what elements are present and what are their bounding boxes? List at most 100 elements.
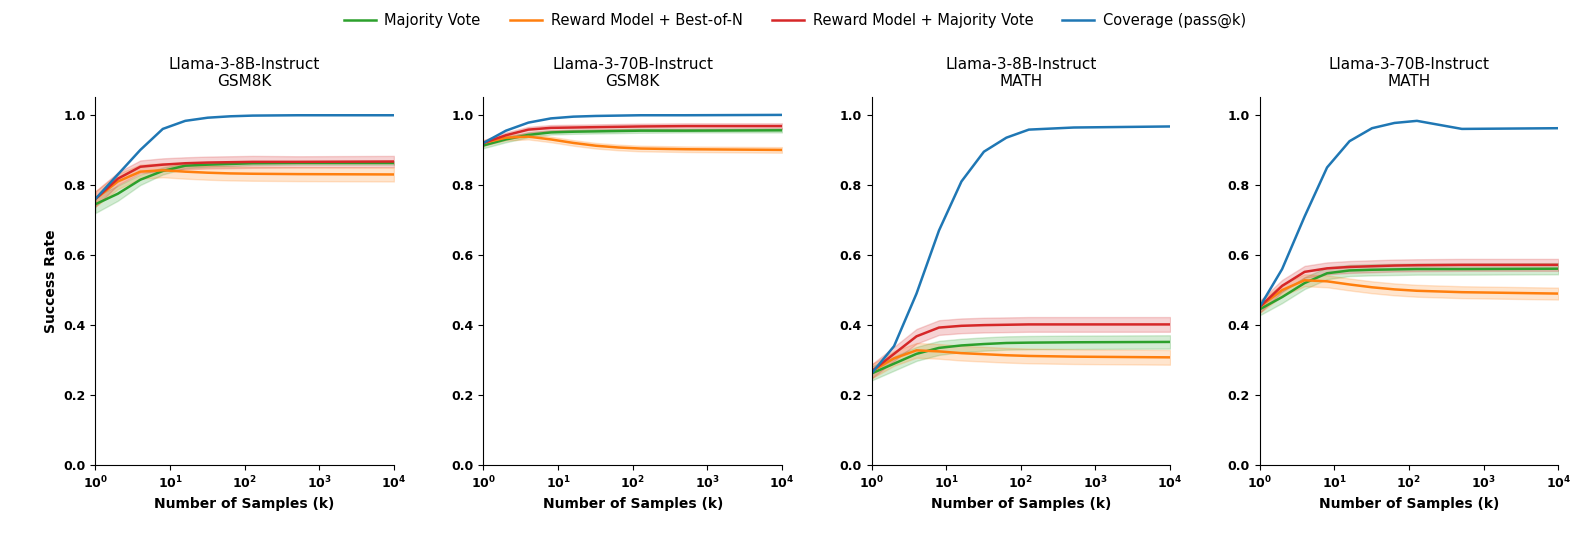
Coverage (pass@k) (496, 128, 515, 134)
Reward Model + Majority Vote (288, 159, 307, 165)
Majority Vote (1340, 267, 1359, 274)
Reward Model + Best-of-N (1363, 284, 1382, 291)
Coverage (pass@k) (1452, 126, 1471, 132)
Coverage (pass@k) (153, 126, 172, 132)
Reward Model + Majority Vote (884, 351, 903, 357)
Coverage (pass@k) (975, 148, 994, 155)
Reward Model + Majority Vote (1019, 321, 1038, 328)
Line: Reward Model + Majority Vote: Reward Model + Majority Vote (1259, 265, 1558, 307)
Majority Vote (86, 201, 105, 208)
Coverage (pass@k) (1250, 304, 1269, 310)
Reward Model + Best-of-N (587, 142, 606, 149)
Reward Model + Majority Vote (221, 159, 240, 166)
Majority Vote (1296, 280, 1315, 286)
Majority Vote (108, 190, 127, 197)
Line: Coverage (pass@k): Coverage (pass@k) (483, 115, 782, 143)
Title: Llama-3-8B-Instruct
MATH: Llama-3-8B-Instruct MATH (944, 57, 1097, 89)
Majority Vote (474, 142, 493, 149)
Reward Model + Majority Vote (773, 123, 792, 129)
Coverage (pass@k) (288, 112, 307, 118)
Majority Vote (496, 136, 515, 143)
Line: Reward Model + Majority Vote: Reward Model + Majority Vote (871, 325, 1170, 371)
Reward Model + Best-of-N (975, 351, 994, 358)
Reward Model + Best-of-N (199, 169, 218, 176)
Reward Model + Majority Vote (609, 123, 628, 130)
X-axis label: Number of Samples (k): Number of Samples (k) (930, 497, 1111, 511)
Coverage (pass@k) (199, 115, 218, 121)
Coverage (pass@k) (1407, 117, 1426, 124)
Reward Model + Best-of-N (773, 147, 792, 153)
Reward Model + Best-of-N (1272, 287, 1291, 293)
Majority Vote (385, 160, 404, 166)
Majority Vote (176, 162, 196, 169)
Line: Coverage (pass@k): Coverage (pass@k) (871, 127, 1170, 373)
Majority Vote (221, 161, 240, 167)
Reward Model + Best-of-N (176, 168, 196, 175)
Coverage (pass@k) (1549, 125, 1568, 131)
Reward Model + Best-of-N (997, 352, 1016, 359)
Majority Vote (518, 131, 537, 138)
Reward Model + Best-of-N (153, 167, 172, 174)
Coverage (pass@k) (1296, 213, 1315, 220)
Reward Model + Best-of-N (1452, 289, 1471, 295)
Reward Model + Best-of-N (496, 134, 515, 141)
Reward Model + Majority Vote (975, 322, 994, 328)
Coverage (pass@k) (884, 343, 903, 349)
Line: Reward Model + Best-of-N: Reward Model + Best-of-N (483, 137, 782, 150)
Reward Model + Best-of-N (676, 146, 695, 153)
Reward Model + Best-of-N (288, 171, 307, 177)
Reward Model + Best-of-N (906, 347, 925, 354)
X-axis label: Number of Samples (k): Number of Samples (k) (542, 497, 723, 511)
Coverage (pass@k) (773, 111, 792, 118)
Majority Vote (1363, 267, 1382, 273)
Line: Reward Model + Best-of-N: Reward Model + Best-of-N (871, 351, 1170, 371)
Line: Majority Vote: Majority Vote (95, 163, 394, 204)
Title: Llama-3-70B-Instruct
GSM8K: Llama-3-70B-Instruct GSM8K (552, 57, 714, 89)
Majority Vote (631, 128, 650, 134)
Reward Model + Majority Vote (1407, 262, 1426, 268)
Line: Coverage (pass@k): Coverage (pass@k) (1259, 121, 1558, 307)
Majority Vote (587, 128, 606, 135)
Majority Vote (541, 129, 560, 136)
Majority Vote (1318, 270, 1337, 276)
Reward Model + Majority Vote (631, 123, 650, 130)
Reward Model + Best-of-N (130, 168, 149, 175)
Reward Model + Best-of-N (221, 170, 240, 177)
Majority Vote (997, 340, 1016, 346)
Reward Model + Best-of-N (884, 355, 903, 361)
X-axis label: Number of Samples (k): Number of Samples (k) (154, 497, 335, 511)
Reward Model + Best-of-N (518, 134, 537, 140)
Coverage (pass@k) (130, 147, 149, 153)
Reward Model + Best-of-N (541, 136, 560, 143)
Reward Model + Best-of-N (1019, 353, 1038, 359)
Reward Model + Best-of-N (930, 348, 949, 355)
Title: Llama-3-8B-Instruct
GSM8K: Llama-3-8B-Instruct GSM8K (169, 57, 320, 89)
Reward Model + Majority Vote (496, 132, 515, 138)
Reward Model + Majority Vote (1064, 321, 1083, 328)
Line: Coverage (pass@k): Coverage (pass@k) (95, 115, 394, 199)
Reward Model + Majority Vote (1272, 282, 1291, 289)
Reward Model + Majority Vote (1385, 262, 1404, 269)
Majority Vote (199, 161, 218, 168)
Coverage (pass@k) (930, 227, 949, 234)
Reward Model + Majority Vote (474, 140, 493, 146)
Reward Model + Majority Vote (199, 159, 218, 166)
Reward Model + Majority Vote (906, 333, 925, 340)
Coverage (pass@k) (1318, 164, 1337, 171)
Majority Vote (1452, 266, 1471, 272)
Coverage (pass@k) (564, 114, 584, 120)
Reward Model + Best-of-N (385, 171, 404, 177)
Coverage (pass@k) (997, 134, 1016, 141)
Line: Majority Vote: Majority Vote (1259, 269, 1558, 309)
Coverage (pass@k) (1064, 124, 1083, 131)
Reward Model + Majority Vote (153, 161, 172, 168)
Majority Vote (1549, 266, 1568, 272)
Majority Vote (862, 370, 881, 377)
Majority Vote (884, 360, 903, 367)
Reward Model + Majority Vote (1452, 262, 1471, 268)
Majority Vote (930, 345, 949, 351)
Reward Model + Majority Vote (564, 124, 584, 131)
Majority Vote (1250, 306, 1269, 313)
Coverage (pass@k) (676, 112, 695, 118)
Reward Model + Best-of-N (631, 146, 650, 152)
